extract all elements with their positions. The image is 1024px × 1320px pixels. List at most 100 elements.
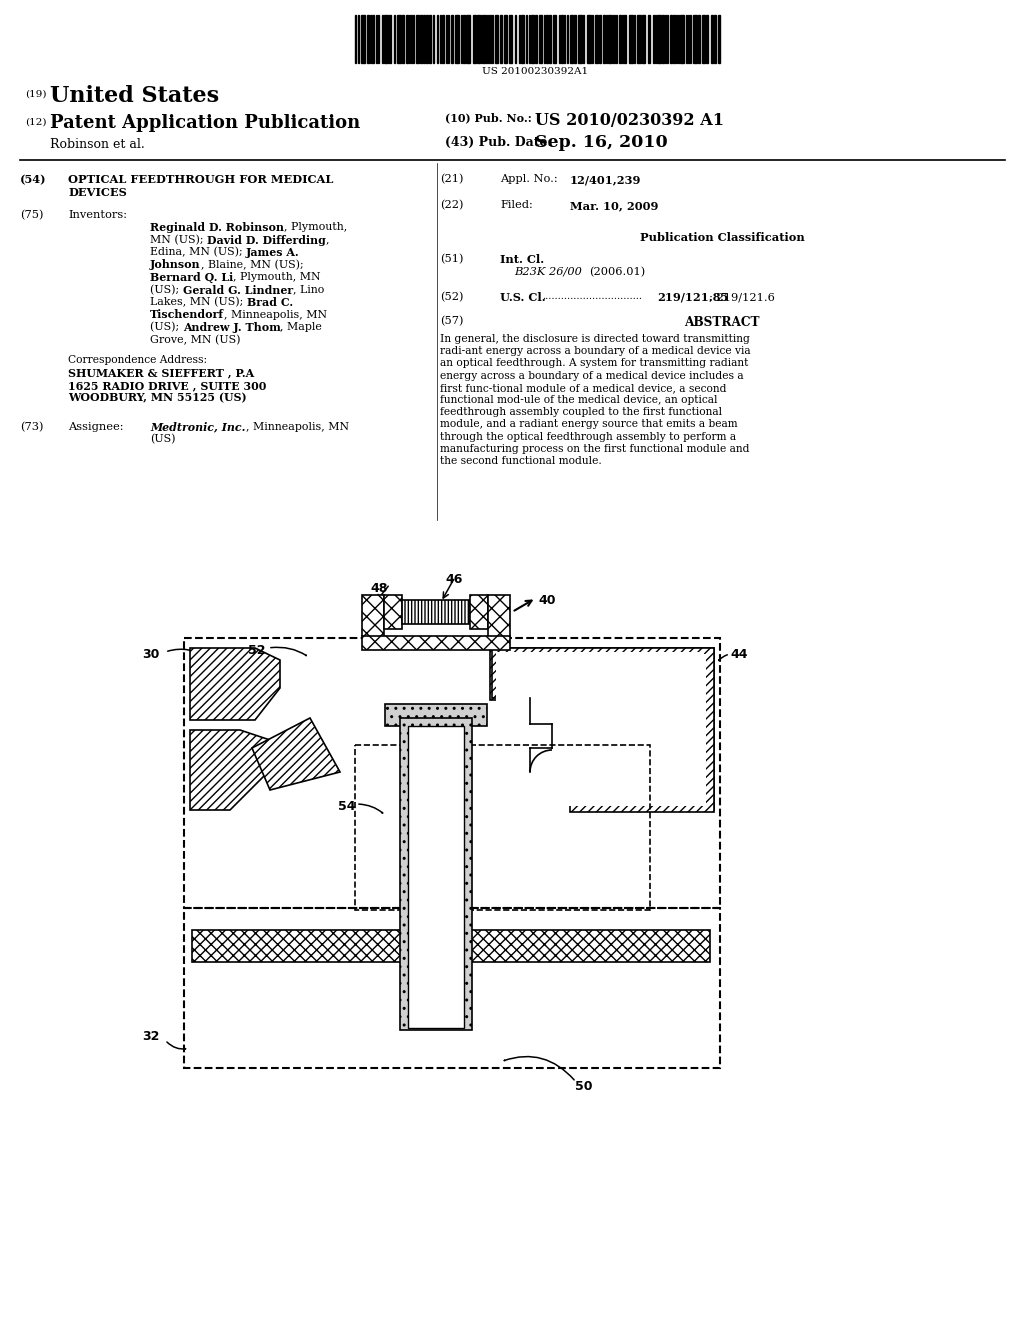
Polygon shape — [190, 730, 270, 810]
Bar — [599, 15, 601, 63]
Text: MN (US);: MN (US); — [150, 235, 207, 244]
Text: (51): (51) — [440, 253, 464, 264]
Bar — [483, 15, 485, 63]
Bar — [521, 15, 524, 63]
Text: Gerald G. Lindner: Gerald G. Lindner — [182, 285, 293, 296]
Polygon shape — [490, 648, 714, 810]
Bar — [384, 595, 402, 630]
Text: US 2010/0230392 A1: US 2010/0230392 A1 — [535, 112, 724, 129]
Text: , Minneapolis, MN: , Minneapolis, MN — [224, 309, 327, 319]
Text: James A.: James A. — [246, 247, 300, 257]
Text: Inventors:: Inventors: — [68, 210, 127, 220]
Text: the second functional module.: the second functional module. — [440, 455, 602, 466]
Text: , Lino: , Lino — [293, 285, 325, 294]
Bar — [402, 15, 404, 63]
Text: (54): (54) — [20, 174, 47, 185]
Text: radi-ant energy across a boundary of a medical device via: radi-ant energy across a boundary of a m… — [440, 346, 751, 356]
Polygon shape — [492, 648, 714, 812]
Bar — [477, 15, 480, 63]
Text: Medtronic, Inc.: Medtronic, Inc. — [150, 421, 246, 433]
Text: (US): (US) — [150, 434, 175, 445]
FancyArrowPatch shape — [719, 655, 727, 660]
Bar — [714, 15, 716, 63]
Bar — [711, 15, 713, 63]
Text: Filed:: Filed: — [500, 201, 532, 210]
Bar — [618, 15, 621, 63]
Bar — [397, 15, 401, 63]
Text: manufacturing process on the first functional module and: manufacturing process on the first funct… — [440, 444, 750, 454]
Bar — [362, 595, 384, 638]
Text: module, and a radiant energy source that emits a beam: module, and a radiant energy source that… — [440, 420, 737, 429]
Bar — [570, 15, 573, 63]
Bar — [502, 653, 706, 807]
FancyArrowPatch shape — [504, 1056, 574, 1080]
FancyArrowPatch shape — [168, 649, 207, 659]
Bar — [442, 15, 444, 63]
FancyArrowPatch shape — [167, 1041, 185, 1049]
Text: (52): (52) — [440, 292, 464, 302]
Bar — [535, 15, 537, 63]
Bar — [488, 595, 510, 638]
Bar — [372, 15, 374, 63]
Text: Assignee:: Assignee: — [68, 421, 124, 432]
Bar — [495, 15, 498, 63]
Bar — [451, 15, 453, 63]
Text: Andrew J. Thom: Andrew J. Thom — [182, 322, 281, 333]
Text: Bernard Q. Li: Bernard Q. Li — [150, 272, 233, 284]
Text: , Plymouth,: , Plymouth, — [284, 222, 347, 232]
Text: (75): (75) — [20, 210, 43, 220]
Text: (21): (21) — [440, 174, 464, 185]
Text: OPTICAL FEEDTHROUGH FOR MEDICAL: OPTICAL FEEDTHROUGH FOR MEDICAL — [68, 174, 334, 185]
Text: DEVICES: DEVICES — [68, 186, 127, 198]
Text: 30: 30 — [142, 648, 160, 661]
Text: ................................: ................................ — [542, 292, 642, 301]
Text: , Plymouth, MN: , Plymouth, MN — [233, 272, 321, 282]
Bar — [670, 15, 672, 63]
Text: first func-tional module of a medical device, a second: first func-tional module of a medical de… — [440, 383, 726, 393]
Text: Edina, MN (US);: Edina, MN (US); — [150, 247, 246, 257]
Bar — [718, 15, 720, 63]
Bar — [574, 15, 575, 63]
Bar — [389, 15, 391, 63]
Text: 1625 RADIO DRIVE , SUITE 300: 1625 RADIO DRIVE , SUITE 300 — [68, 380, 266, 391]
Bar — [408, 726, 464, 1028]
Text: , Minneapolis, MN: , Minneapolis, MN — [246, 421, 348, 432]
Text: ; 219/121.6: ; 219/121.6 — [709, 292, 775, 302]
Bar — [429, 15, 431, 63]
Text: In general, the disclosure is directed toward transmitting: In general, the disclosure is directed t… — [440, 334, 750, 345]
Bar — [578, 15, 582, 63]
Text: feedthrough assembly coupled to the first functional: feedthrough assembly coupled to the firs… — [440, 407, 722, 417]
Bar — [193, 931, 710, 962]
Bar — [509, 15, 512, 63]
Text: functional mod-ule of the medical device, an optical: functional mod-ule of the medical device… — [440, 395, 718, 405]
Bar — [504, 15, 507, 63]
Text: (10) Pub. No.:: (10) Pub. No.: — [445, 112, 531, 123]
Bar — [546, 15, 548, 63]
Bar — [608, 15, 611, 63]
Bar — [470, 595, 488, 630]
Bar — [385, 704, 487, 726]
Bar — [702, 15, 705, 63]
Bar — [637, 15, 641, 63]
Text: Robinson et al.: Robinson et al. — [50, 139, 144, 150]
Text: 48: 48 — [370, 582, 387, 595]
Text: Publication Classification: Publication Classification — [640, 232, 805, 243]
Bar — [539, 15, 542, 63]
Bar — [367, 15, 369, 63]
Text: energy across a boundary of a medical device includes a: energy across a boundary of a medical de… — [440, 371, 743, 380]
Bar — [587, 15, 591, 63]
Text: Correspondence Address:: Correspondence Address: — [68, 355, 207, 366]
Bar — [500, 15, 502, 63]
Text: David D. Differding: David D. Differding — [207, 235, 326, 246]
Text: (73): (73) — [20, 421, 43, 432]
Text: US 20100230392A1: US 20100230392A1 — [482, 67, 588, 77]
Text: Appl. No.:: Appl. No.: — [500, 174, 558, 183]
Bar — [531, 15, 534, 63]
Bar — [402, 601, 470, 624]
Text: (2006.01): (2006.01) — [589, 267, 645, 277]
Bar — [662, 15, 664, 63]
Text: Tischendorf: Tischendorf — [150, 309, 224, 321]
Bar — [361, 15, 365, 63]
Bar — [549, 15, 551, 63]
Bar — [466, 15, 470, 63]
